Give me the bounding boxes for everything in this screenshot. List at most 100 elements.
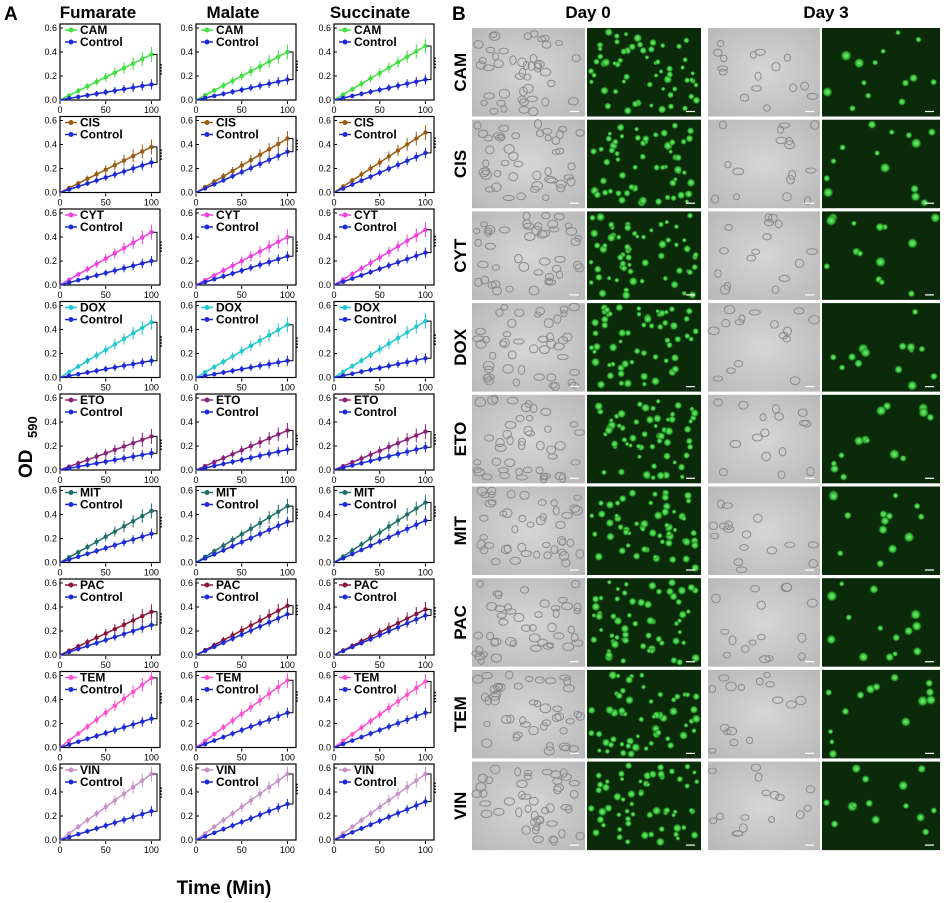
cell	[851, 763, 862, 774]
cell	[632, 164, 639, 171]
cell	[726, 726, 738, 736]
control-point	[257, 531, 263, 537]
cell	[473, 227, 481, 235]
cell	[627, 267, 635, 276]
x-tick-label: 50	[375, 845, 385, 855]
image-background	[472, 394, 585, 484]
y-tick-label: 0.6	[180, 671, 193, 681]
significance-bracket	[289, 138, 294, 153]
significance-star	[296, 786, 298, 789]
cell	[541, 40, 552, 49]
drug-point	[130, 689, 136, 695]
significance-star	[160, 158, 162, 161]
significance-star	[160, 698, 162, 701]
control-point	[414, 447, 419, 452]
control-point	[85, 370, 90, 375]
cell	[606, 275, 612, 281]
x-tick-label: 0	[331, 568, 336, 578]
x-tick-label: 0	[57, 753, 62, 763]
control-legend-marker	[204, 687, 210, 692]
image-background	[472, 211, 585, 300]
image-background	[708, 28, 820, 117]
control-point	[94, 640, 99, 646]
cell	[591, 530, 599, 538]
x-tick-label: 100	[144, 568, 159, 578]
cell	[732, 167, 745, 176]
control-point	[377, 170, 382, 175]
brightfield-image-day3	[708, 669, 820, 759]
control-point	[121, 86, 127, 92]
panel-b-letter: B	[452, 4, 466, 25]
cell	[639, 46, 648, 55]
cell	[544, 167, 552, 177]
y-tick-label: 0.2	[44, 71, 57, 81]
cell	[554, 471, 566, 481]
cell	[530, 810, 539, 821]
cell	[488, 31, 501, 41]
x-tick-label: 100	[418, 753, 433, 763]
cell	[857, 651, 869, 663]
cell	[673, 164, 683, 175]
cell	[612, 792, 623, 802]
cell	[601, 242, 609, 249]
significance-bracket	[153, 53, 158, 85]
drug-point	[112, 529, 118, 534]
cell	[491, 52, 500, 61]
drug-point	[149, 434, 154, 439]
cell	[740, 814, 750, 821]
drug-point	[404, 616, 410, 621]
cell	[588, 279, 595, 286]
drug-point	[230, 811, 235, 816]
cell	[824, 688, 833, 697]
cell	[768, 213, 778, 223]
drug-legend-marker	[204, 305, 210, 310]
cell	[599, 86, 610, 96]
drug-point	[103, 710, 108, 715]
plot-frame	[333, 485, 435, 564]
significance-bracket	[427, 681, 432, 714]
image-background	[708, 669, 820, 759]
fluorescence-image-day0	[587, 27, 701, 117]
cell	[657, 221, 665, 228]
significance-star	[296, 60, 298, 63]
x-tick-label: 100	[144, 198, 159, 208]
control-legend-marker	[204, 779, 210, 785]
control-legend-marker	[68, 409, 74, 415]
cell	[498, 124, 510, 132]
cell	[605, 705, 615, 715]
cell	[648, 38, 658, 47]
y-tick-label: 0.0	[44, 465, 57, 475]
cell	[480, 275, 490, 285]
cell	[537, 638, 549, 647]
cell	[589, 228, 600, 239]
cell	[518, 262, 530, 272]
drug-point	[266, 613, 272, 618]
cell	[563, 676, 572, 686]
drug-point	[248, 343, 254, 349]
cell	[569, 789, 579, 799]
cell	[675, 658, 684, 666]
x-tick-label: 50	[237, 660, 247, 670]
drug-point	[350, 732, 355, 737]
control-point	[340, 648, 346, 654]
cell	[906, 237, 919, 250]
significance-star	[434, 607, 436, 609]
y-tick-label: 0.6	[318, 301, 331, 311]
cell	[645, 615, 656, 626]
drug-point	[85, 84, 90, 89]
cell	[595, 771, 603, 780]
plot-frame	[59, 115, 161, 194]
drug-point	[257, 64, 263, 69]
significance-star	[296, 142, 298, 145]
cell	[543, 318, 554, 329]
drug-point	[221, 725, 226, 730]
cell	[610, 639, 620, 650]
control-point	[130, 722, 136, 727]
cell	[690, 830, 699, 840]
y-tick-label: 0.4	[318, 232, 331, 242]
cell	[646, 81, 654, 88]
